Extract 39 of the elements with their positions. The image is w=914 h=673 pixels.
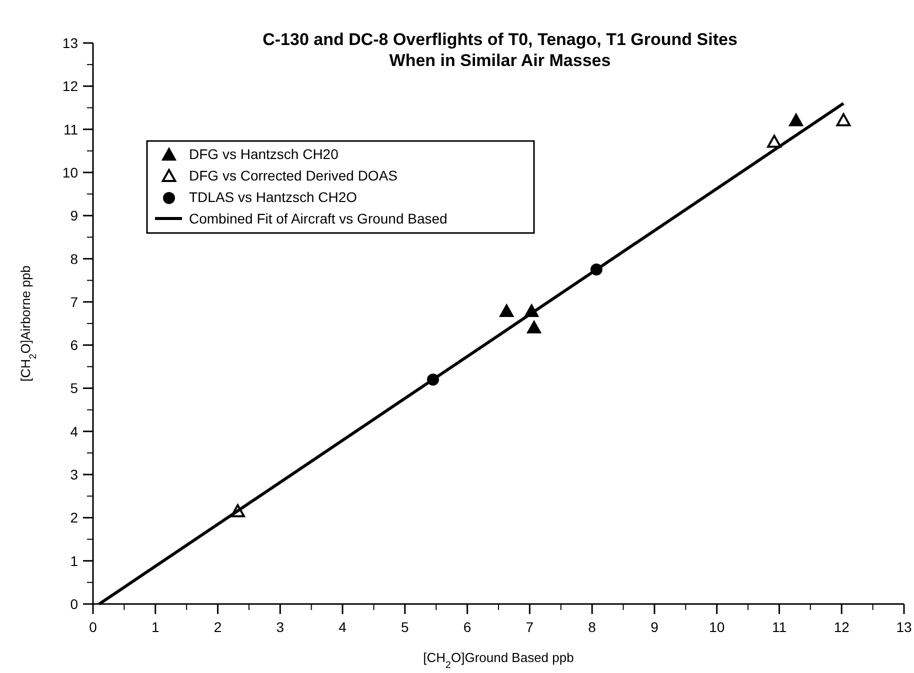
y-tick-label: 4 [70, 423, 78, 440]
x-tick-label: 7 [526, 619, 534, 635]
point [499, 303, 514, 318]
x-tick-label: 13 [896, 619, 912, 635]
y-tick-label: 12 [62, 78, 78, 94]
point [767, 134, 782, 148]
legend-label: TDLAS vs Hantzsch CH2O [189, 189, 358, 205]
x-tick-label: 5 [401, 619, 410, 635]
y-tick-label: 5 [70, 380, 78, 396]
x-axis-title: [CH$_{2}$O]Ground Based ppb [423, 650, 574, 670]
y-tick-label: 9 [70, 208, 78, 224]
x-tick-label: 9 [650, 619, 659, 635]
point [788, 112, 804, 126]
x-tick-label: 11 [772, 619, 787, 635]
y-tick-label: 3 [70, 466, 78, 483]
x-tick-label: 4 [338, 619, 347, 635]
x-tick-label: 8 [588, 619, 596, 635]
y-tick-label: 13 [62, 35, 78, 51]
y-tick-label: 8 [70, 250, 78, 267]
legend-label: DFG vs Hantzsch CH20 [189, 146, 339, 162]
point [526, 320, 542, 334]
legend-label: Combined Fit of Aircraft vs Ground Based [189, 210, 448, 226]
x-tick-label: 0 [89, 619, 98, 635]
legend-label: DFG vs Corrected Derived DOAS [189, 168, 398, 184]
x-tick-label: 2 [214, 619, 222, 635]
point [836, 113, 851, 126]
x-tick-label: 10 [709, 619, 725, 635]
y-tick-label: 0 [70, 596, 78, 612]
y-tick-label: 1 [70, 552, 78, 569]
x-tick-label: 3 [276, 619, 284, 635]
x-tick-label: 1 [151, 619, 160, 635]
y-tick-label: 6 [70, 337, 78, 354]
chart-title: C-130 and DC-8 Overflights of T0, Tenago, T1 Ground Sites When in Similar Air Masses [262, 30, 738, 70]
x-tick-label: 6 [463, 619, 472, 635]
y-tick-label: 10 [62, 164, 78, 180]
y-tick-label: 11 [63, 121, 78, 138]
x-tick-label: 12 [834, 619, 850, 635]
y-tick-label: 2 [70, 510, 78, 526]
y-tick-label: 7 [70, 294, 78, 310]
